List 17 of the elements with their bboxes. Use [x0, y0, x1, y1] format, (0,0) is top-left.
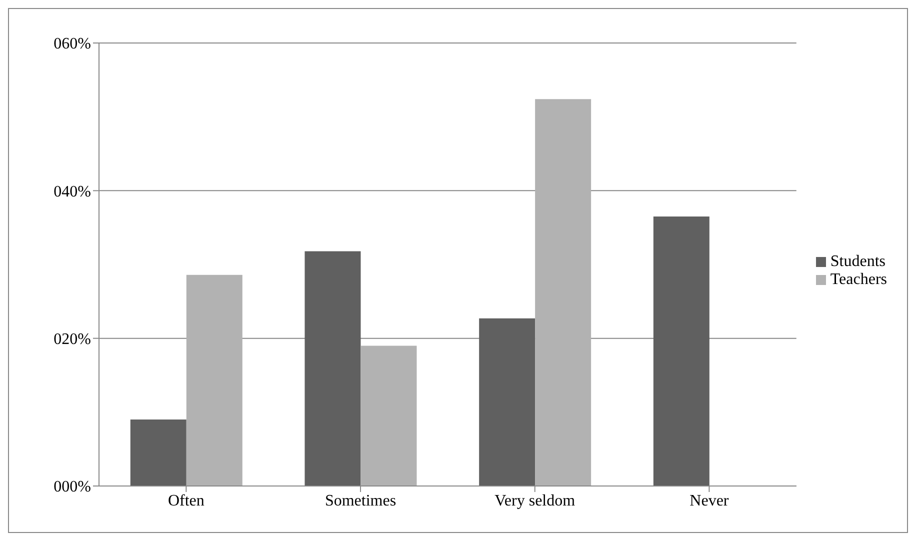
bar [535, 99, 592, 486]
legend-label: Teachers [830, 270, 887, 288]
y-tick-label: 020% [54, 331, 91, 348]
bar [360, 346, 417, 486]
y-tick-label: 000% [54, 478, 91, 496]
bar [186, 274, 242, 486]
x-tick-label: Sometimes [324, 492, 396, 510]
legend-label: Students [830, 252, 886, 270]
bar [653, 216, 710, 486]
y-tick-label: 060% [54, 36, 91, 53]
x-tick-label: Often [168, 492, 204, 510]
bar [304, 251, 361, 486]
x-tick-label: Very seldom [494, 492, 576, 510]
bar [479, 318, 536, 486]
bar [130, 420, 186, 486]
y-tick-label: 040% [54, 183, 91, 200]
x-tick-label: Never [690, 492, 730, 510]
